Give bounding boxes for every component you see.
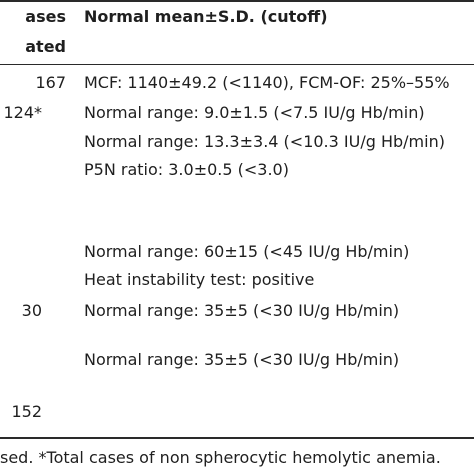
- row-range-2-text: Normal range: 13.3±3.4 (<10.3 IU/g Hb/mi…: [84, 132, 445, 151]
- row-range-5-text: Normal range: 35±5 (<30 IU/g Hb/min): [84, 350, 400, 369]
- count-total: 152: [11, 402, 42, 421]
- count-enzyme: 30: [21, 301, 42, 320]
- row-range-3-text: Normal range: 60±15 (<45 IU/g Hb/min): [84, 242, 410, 261]
- row-p5n-text: P5N ratio: 3.0±0.5 (<3.0): [84, 160, 289, 179]
- row-heat-test-text: Heat instability test: positive: [84, 270, 315, 289]
- count-spherocytosis: 167: [35, 73, 66, 92]
- header-rule: [0, 64, 474, 65]
- count-nonspherocytic: 124*: [3, 103, 42, 122]
- row-range-1-text: Normal range: 9.0±1.5 (<7.5 IU/g Hb/min): [84, 103, 425, 122]
- row-mcf-text: MCF: 1140±49.2 (<1140), FCM-OF: 25%–55%: [84, 73, 450, 92]
- header-cases-line1: ases: [25, 7, 66, 26]
- table-footnote: sed. *Total cases of non spherocytic hem…: [0, 448, 441, 467]
- header-normal-mean: Normal mean±S.D. (cutoff): [84, 7, 328, 26]
- top-rule: [0, 0, 474, 2]
- bottom-rule: [0, 437, 474, 439]
- row-range-4-text: Normal range: 35±5 (<30 IU/g Hb/min): [84, 301, 400, 320]
- header-cases-line2: ated: [25, 37, 66, 56]
